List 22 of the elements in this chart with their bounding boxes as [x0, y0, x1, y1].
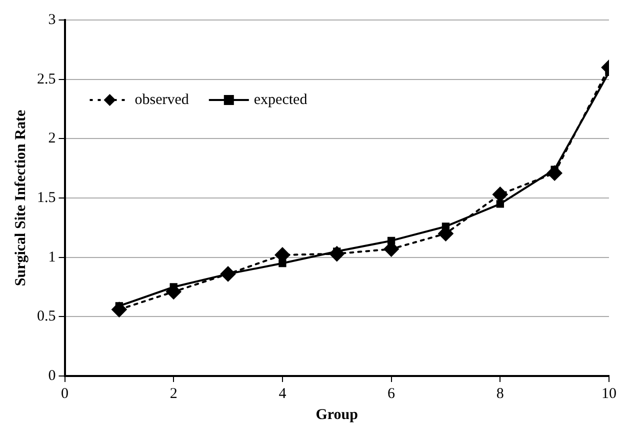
x-tick-label: 2	[170, 386, 178, 402]
y-tick-label: 1	[48, 249, 56, 266]
x-tick-label: 0	[61, 386, 68, 402]
y-tick-label: 2.5	[37, 71, 56, 88]
y-tick-label: 0.5	[37, 308, 56, 325]
legend-label: expected	[254, 92, 308, 108]
x-tick-label: 8	[496, 386, 504, 402]
x-axis-title: Group	[316, 406, 358, 423]
y-tick-label: 0	[48, 368, 56, 384]
point	[278, 259, 286, 268]
point	[442, 222, 450, 230]
legend-label: observed	[134, 92, 190, 108]
point	[492, 186, 508, 202]
point	[496, 200, 504, 208]
y-tick-label: 2	[48, 130, 56, 147]
y-tick-label: 3	[48, 12, 56, 28]
y-axis-title: Surgical Site Infection Rate	[12, 110, 29, 286]
x-tick-label: 10	[602, 386, 616, 402]
point	[387, 236, 396, 245]
x-tick-label: 4	[278, 386, 287, 402]
x-tick-label: 6	[388, 386, 396, 402]
y-tick-label: 1.5	[37, 190, 56, 206]
